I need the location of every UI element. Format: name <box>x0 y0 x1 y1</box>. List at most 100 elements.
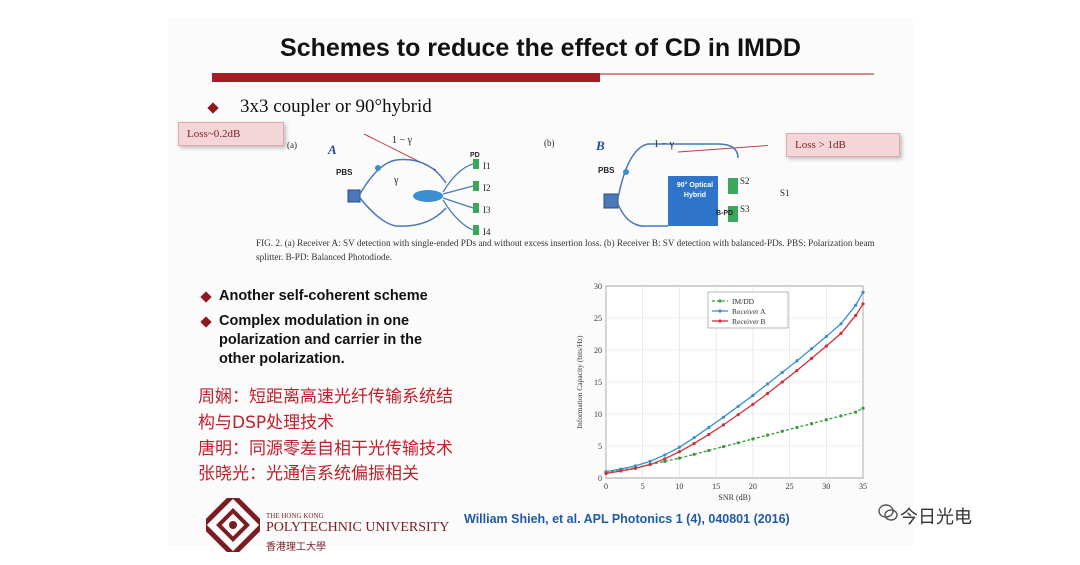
data-point <box>677 450 682 454</box>
y-tick-label: 30 <box>594 282 602 291</box>
y-tick-label: 20 <box>594 346 602 355</box>
callout-line <box>677 144 768 153</box>
data-point <box>780 370 784 374</box>
optical-hybrid-box <box>668 176 718 226</box>
data-point <box>765 382 770 386</box>
fig-mark-a: A <box>328 142 337 157</box>
pbs-box <box>347 189 361 203</box>
data-point <box>751 437 755 441</box>
data-point <box>861 302 865 306</box>
data-point <box>854 313 858 318</box>
output-label: I2 <box>483 183 491 193</box>
citation: William Shieh, et al. APL Photonics 1 (4… <box>464 512 790 526</box>
logo-line1: THE HONG KONG <box>266 512 324 520</box>
data-point <box>839 322 843 326</box>
x-tick-label: 35 <box>859 482 867 491</box>
data-point <box>795 359 799 363</box>
y-tick-label: 10 <box>594 410 602 419</box>
legend-marker <box>718 309 722 313</box>
capacity-chart: 0 5 10 15 20 25 30 35 0 5 10 15 20 25 30 SNR (dB) Inform… <box>560 278 885 503</box>
data-point <box>692 452 696 456</box>
data-point <box>861 290 865 294</box>
subtitle-bullet: 3x3 coupler or 90°hybrid <box>240 96 432 117</box>
data-point <box>765 433 770 437</box>
fig-mark-b: B <box>596 138 605 153</box>
data-point <box>736 404 740 408</box>
data-point <box>633 464 637 468</box>
data-point <box>721 415 726 419</box>
output-label: S2 <box>740 176 750 186</box>
output-label: I3 <box>483 205 491 215</box>
data-point <box>619 469 623 473</box>
data-point <box>736 413 740 417</box>
y-tick-label: 5 <box>598 442 602 451</box>
figure-caption: FIG. 2. (a) Receiver A: SV detection wit… <box>256 238 875 262</box>
slide-title: Schemes to reduce the effect of CD in IM… <box>280 34 801 62</box>
output-label: S1 <box>780 188 790 198</box>
data-point <box>707 425 711 430</box>
presentation-slide: Schemes to reduce the effect of CD in IM… <box>168 18 913 553</box>
gamma-label: γ <box>394 175 399 186</box>
data-point <box>648 459 652 463</box>
pd-label: PD <box>470 152 480 159</box>
output-label: I4 <box>483 227 491 237</box>
x-axis-label: SNR (dB) <box>718 493 751 502</box>
x-tick-label: 10 <box>675 482 683 491</box>
bullet-item: Another self-coherent scheme <box>199 287 499 306</box>
chinese-note: 唐明：同源零差自相干光传输技术 <box>198 439 453 459</box>
hybrid-label: 90° Optical Hybrid <box>676 182 714 199</box>
data-point <box>780 380 784 384</box>
data-point <box>707 432 711 437</box>
bullet-item: Complex modulation in one polarization a… <box>199 312 459 369</box>
output-label: S3 <box>740 204 750 214</box>
pbs-label: PBS <box>336 168 353 177</box>
chinese-note: 张晓光：光通信系统偏振相关 <box>198 464 419 484</box>
data-point <box>765 391 770 396</box>
data-point <box>677 456 682 460</box>
data-point <box>692 436 696 440</box>
data-point <box>810 347 814 351</box>
data-point <box>648 462 652 467</box>
legend-box <box>707 291 789 329</box>
x-tick-label: 0 <box>604 482 608 491</box>
data-point <box>663 453 667 457</box>
data-point <box>677 445 682 449</box>
data-point <box>839 414 843 418</box>
data-point <box>751 402 755 406</box>
y-tick-label: 0 <box>598 474 602 483</box>
logo-line3: 香港理工大學 <box>266 542 326 553</box>
output-label: I1 <box>483 161 491 171</box>
data-point <box>692 441 696 446</box>
data-point <box>810 356 814 360</box>
y-tick-label: 15 <box>594 378 602 387</box>
logo-line2: POLYTECHNIC UNIVERSITY <box>266 520 450 535</box>
y-axis-label: Information Capacity (bits/Hz) <box>575 335 584 428</box>
title-underline-thin <box>600 73 874 75</box>
data-point <box>824 334 828 339</box>
chinese-note: 周娴：短距离高速光纤传输系统结 <box>198 387 453 407</box>
y-tick-label: 25 <box>594 314 602 323</box>
legend-label: Receiver B <box>732 317 766 326</box>
data-point <box>810 422 814 426</box>
wechat-icon <box>878 504 898 521</box>
pbs-label: PBS <box>598 166 615 175</box>
data-point <box>795 425 799 430</box>
chart-svg: 0 5 10 15 20 25 30 35 0 5 10 15 20 25 30 SNR (dB) Inform… <box>575 282 867 502</box>
legend-marker <box>718 299 722 303</box>
legend-marker <box>718 319 722 323</box>
data-point <box>824 344 828 348</box>
bullet-icon <box>200 291 212 303</box>
data-point <box>663 457 667 461</box>
one-minus-gamma-label: 1 − γ <box>392 135 413 146</box>
loss-callout-right: Loss > 1dB <box>786 133 900 157</box>
receiver-diagram <box>347 133 768 235</box>
data-point <box>780 429 784 433</box>
chinese-note: 构与DSP处理技术 <box>198 413 335 433</box>
one-minus-gamma-label: 1 − γ <box>654 139 675 150</box>
x-tick-label: 30 <box>822 482 830 491</box>
bullet-text: Another self-coherent scheme <box>219 288 428 304</box>
fig-label-b: (b) <box>544 138 555 148</box>
bullet-text: Complex modulation in one polarization a… <box>219 313 423 367</box>
fig-label-a: (a) <box>287 140 297 150</box>
